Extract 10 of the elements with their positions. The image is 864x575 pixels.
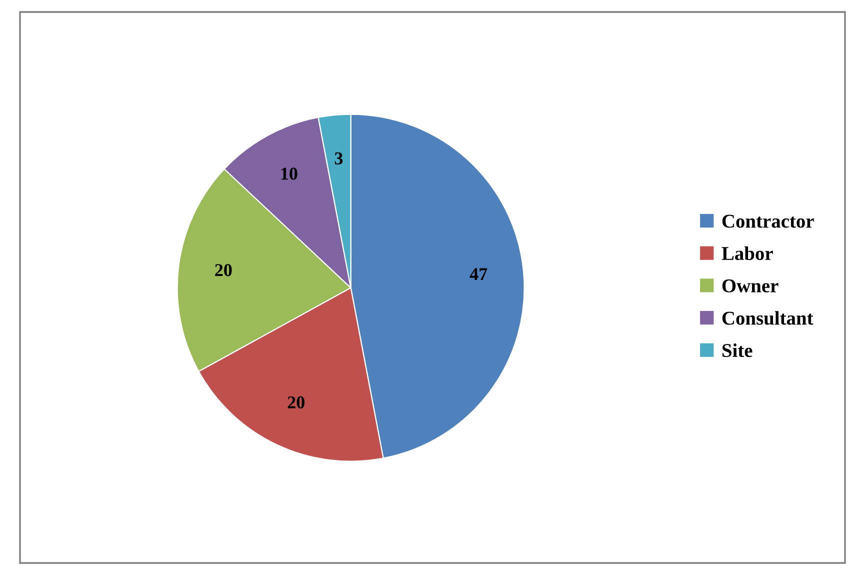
legend-label: Contractor (722, 214, 814, 228)
data-label: 20 (288, 396, 304, 408)
legend-label: Site (722, 343, 752, 358)
data-label: 10 (281, 168, 298, 180)
legend-label: Consultant (722, 311, 814, 325)
data-label: 47 (470, 268, 488, 280)
data-label: 20 (215, 264, 232, 276)
legend-label: Labor (722, 246, 773, 260)
legend-label: Owner (722, 279, 778, 292)
data-label: 3 (334, 152, 343, 164)
